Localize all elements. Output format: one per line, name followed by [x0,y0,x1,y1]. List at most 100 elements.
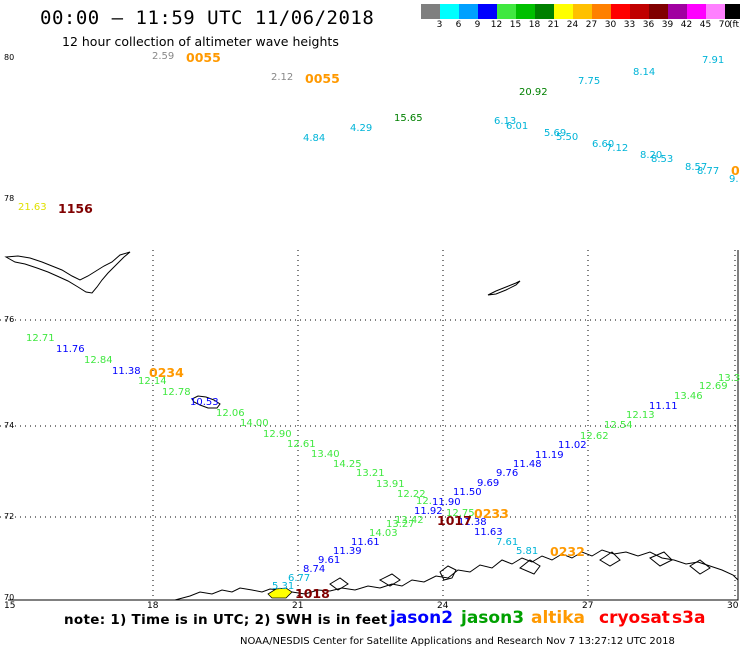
legend-swatch-label: 6 [455,20,462,30]
wave-label: 11.61 [351,537,380,548]
wave-label: 11.90 [432,497,461,508]
legend-swatch-label: 3 [436,20,443,30]
wave-label: 13.42 [395,515,424,526]
land-islands-4 [649,551,673,567]
legend-swatch-label: 42 [680,20,693,30]
wave-label: 8.57 [685,162,708,173]
wave-label: 11.50 [453,487,482,498]
note-text: note: 1) Time is in UTC; 2) SWH is in fe… [64,612,388,628]
lon-label-24: 24 [437,601,449,611]
wave-label: 6.77 [288,573,311,584]
lat-label-76: 76 [4,315,15,324]
lat-label-78: 78 [4,194,15,203]
page-title: 00:00 — 11:59 UTC 11/06/2018 [40,7,375,29]
satellite-altika: altika [531,608,586,628]
wave-label: 7.61 [496,537,519,548]
wave-label: 12.22 [397,489,426,500]
legend-swatch [668,4,687,19]
wave-label: 5.69 [544,128,567,139]
lon-label-15: 15 [4,601,16,611]
wave-label: 12.71 [26,333,55,344]
wave-label: 11.38 [112,366,141,377]
wave-label: 6.01 [506,121,529,132]
satellite-s3a: s3a [672,608,706,628]
page-subtitle: 12 hour collection of altimeter wave hei… [62,34,339,49]
time-label: 0055 [186,50,221,65]
legend-swatch-label: 45 [699,20,712,30]
legend-swatch [440,4,459,19]
land-islands-3 [599,551,621,567]
wave-label: 14.25 [333,459,362,470]
wave-label: 13.40 [311,449,340,460]
wave-label: 2.59 [152,51,175,62]
lat-label-72: 72 [4,512,15,521]
legend-swatch-label: 12 [490,20,503,30]
time-label: 1156 [58,201,93,216]
legend-swatch [554,4,573,19]
lat-label-70: 70 [4,593,15,602]
legend-swatch-label: 70 [718,20,731,30]
lon-label-21: 21 [292,601,304,611]
time-label: 0232 [550,544,585,559]
wave-label: 11.48 [513,459,542,470]
wave-label: 11.63 [474,527,503,538]
time-label: 1017 [437,513,472,528]
satellite-jason2: jason2 [390,608,454,628]
wave-label: 12.06 [216,408,245,419]
legend-swatch [573,4,592,19]
time-label: 0055 [305,71,340,86]
wave-label: 12.13 [626,410,655,421]
wave-label: 4.84 [303,133,326,144]
wave-label: 13.46 [674,391,703,402]
time-label: 0233 [474,506,509,521]
wave-label: 14.03 [369,528,398,539]
legend-swatch-label: 30 [604,20,617,30]
wave-label: 12.14 [138,376,167,387]
wave-label: 8.74 [303,564,326,575]
land-islands-7 [329,577,349,591]
legend-swatch-label: 18 [528,20,541,30]
wave-label: 12.84 [84,355,113,366]
lon-label-27: 27 [582,601,594,611]
wave-label: 9. [729,174,739,185]
land-islands-6 [378,573,401,587]
legend-swatch [478,4,497,19]
legend-swatch-label: 39 [661,20,674,30]
wave-label: 14.00 [240,418,269,429]
wave-label: 2.12 [271,72,294,83]
legend-swatch [725,4,740,19]
lon-label-30: 30 [727,601,739,611]
legend-swatch [592,4,611,19]
wave-label: 15.65 [394,113,423,124]
legend-swatch [459,4,478,19]
wave-label: 11.19 [535,450,564,461]
wave-label: 7.12 [606,143,629,154]
legend-swatch-label: 15 [509,20,522,30]
land-islands-1 [439,565,457,581]
wave-label: 11.38 [458,517,487,528]
wave-label: 10.53 [190,397,219,408]
legend-swatch-label: 36 [642,20,655,30]
satellite-cryosat: cryosat [599,608,670,628]
wave-label: 9.76 [496,468,519,479]
wave-label: 11.76 [56,344,85,355]
lon-label-18: 18 [147,601,159,611]
lat-lon-grid [0,250,740,600]
legend-swatch [497,4,516,19]
land-svalbard [4,251,131,294]
yellow-swath-patch [267,587,293,599]
wave-label: 13.91 [376,479,405,490]
wave-label: 12.62 [580,431,609,442]
legend-swatch [421,4,440,19]
wave-label: 13.27 [386,519,415,530]
wave-label: 11.92 [414,506,443,517]
legend-swatch [649,4,668,19]
satellite-jason3: jason3 [461,608,525,628]
wave-label: 8.20 [640,150,663,161]
wave-label: 12.54 [604,420,633,431]
time-label: 1018 [295,586,330,601]
wave-label: 12. [416,496,432,507]
wave-label: 8.77 [697,166,720,177]
wave-label: 8.14 [633,67,656,78]
wave-label: 7.91 [702,55,725,66]
